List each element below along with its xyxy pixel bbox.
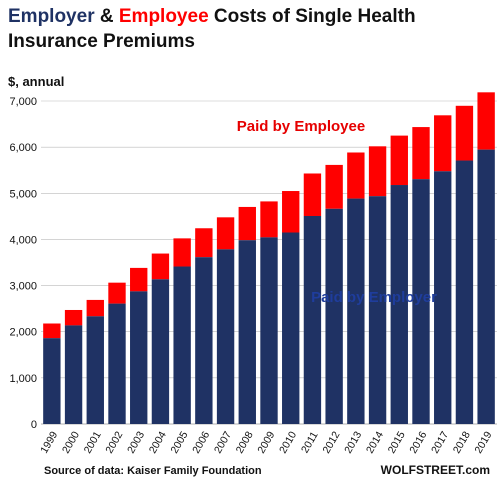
bar-paid-by-employee: [108, 282, 126, 304]
x-tick-label: 2008: [234, 429, 256, 455]
y-axis-label: $, annual: [8, 74, 64, 89]
bar-paid-by-employee: [151, 253, 170, 280]
x-tick-label: 2016: [407, 429, 429, 455]
bar-paid-by-employee: [325, 164, 343, 209]
bar-paid-by-employer: [130, 291, 148, 424]
bar-paid-by-employee: [368, 146, 387, 197]
bar-paid-by-employer: [455, 160, 474, 424]
x-tick-label: 2002: [103, 429, 125, 455]
bar-paid-by-employee: [347, 152, 365, 199]
bar-paid-by-employer: [368, 196, 387, 424]
x-tick-label: 1999: [38, 429, 60, 455]
bar-paid-by-employee: [390, 135, 408, 186]
y-tick-label: 1,000: [9, 373, 37, 385]
bar-paid-by-employee: [412, 127, 430, 180]
bar-paid-by-employer: [390, 185, 408, 424]
x-tick-label: 2007: [212, 429, 234, 455]
bar-paid-by-employee: [477, 92, 495, 150]
bar-paid-by-employer: [173, 266, 191, 424]
bar-paid-by-employer: [64, 325, 83, 424]
x-tick-label: 2004: [147, 429, 169, 455]
bar-paid-by-employee: [282, 191, 300, 233]
x-tick-label: 2000: [60, 429, 82, 455]
x-tick-label: 2019: [473, 429, 495, 455]
bar-paid-by-employee: [195, 228, 213, 258]
x-tick-label: 2001: [82, 429, 104, 455]
bar-paid-by-employee: [434, 115, 452, 172]
x-tick-label: 2003: [125, 429, 147, 455]
x-tick-label: 2009: [255, 429, 277, 455]
y-tick-label: 5,000: [9, 188, 37, 200]
bar-paid-by-employer: [477, 149, 495, 424]
bar-paid-by-employer: [86, 316, 104, 424]
bar-paid-by-employee: [86, 299, 104, 317]
x-tick-label: 2006: [190, 429, 212, 455]
y-tick-label: 7,000: [9, 96, 37, 108]
bar-paid-by-employer: [282, 232, 300, 424]
bar-paid-by-employer: [325, 208, 343, 424]
bar-paid-by-employer: [260, 237, 278, 424]
x-tick-label: 2018: [451, 429, 473, 455]
y-tick-label: 3,000: [9, 281, 37, 293]
legend-label-paid-by-employee: Paid by Employee: [237, 118, 365, 135]
bar-paid-by-employer: [151, 279, 170, 424]
x-tick-label: 2014: [364, 429, 386, 455]
x-tick-label: 2017: [429, 429, 451, 455]
x-tick-label: 2015: [386, 429, 408, 455]
y-tick-label: 2,000: [9, 327, 37, 339]
bar-paid-by-employer: [43, 338, 61, 424]
bar-paid-by-employee: [260, 201, 278, 238]
bar-paid-by-employee: [130, 267, 148, 292]
bar-paid-by-employee: [216, 217, 235, 250]
title-employee-word: Employee: [118, 6, 209, 27]
title-employer-word: Employer: [8, 6, 95, 27]
title-rest: Costs of Single Health: [208, 6, 416, 27]
bar-paid-by-employer: [216, 249, 235, 424]
bar-paid-by-employer: [108, 303, 126, 424]
bar-paid-by-employee: [173, 238, 191, 267]
chart-title: Employer & Employee Costs of Single Heal…: [8, 4, 488, 54]
y-tick-label: 4,000: [9, 234, 37, 246]
bar-paid-by-employer: [412, 179, 430, 424]
x-tick-label: 2010: [277, 429, 299, 455]
bar-paid-by-employer: [434, 171, 452, 424]
bar-paid-by-employee: [238, 206, 256, 241]
bar-paid-by-employer: [238, 240, 256, 424]
bar-series: [43, 92, 495, 424]
x-tick-label: 2012: [321, 429, 343, 455]
title-ampersand: &: [94, 6, 119, 27]
bar-paid-by-employer: [347, 198, 365, 424]
bar-paid-by-employer: [303, 215, 322, 424]
bar-paid-by-employee: [64, 309, 83, 326]
bar-paid-by-employer: [195, 257, 213, 424]
bar-paid-by-employee: [455, 105, 474, 161]
x-tick-label: 2013: [342, 429, 364, 455]
x-tick-label: 2005: [169, 429, 191, 455]
y-tick-label: 0: [31, 419, 37, 431]
legend-label-paid-by-employer: Paid by Employer: [311, 289, 437, 306]
x-tick-label: 2011: [299, 430, 321, 456]
x-tick-labels: 1999 2000 2001 2002 2003 2004 2005 2006 2007 2008…: [38, 429, 494, 455]
source-note: Source of data: Kaiser Family Foundation: [44, 465, 262, 477]
bar-paid-by-employee: [43, 323, 61, 339]
bar-paid-by-employee: [303, 173, 322, 216]
brand-watermark: WOLFSTREET.com: [381, 463, 490, 477]
title-line2: Insurance Premiums: [8, 31, 195, 52]
y-tick-label: 6,000: [9, 142, 37, 154]
y-tick-labels: 0 1,000 2,000 3,000 4,000 5,000 6,000 7,000: [9, 96, 37, 431]
